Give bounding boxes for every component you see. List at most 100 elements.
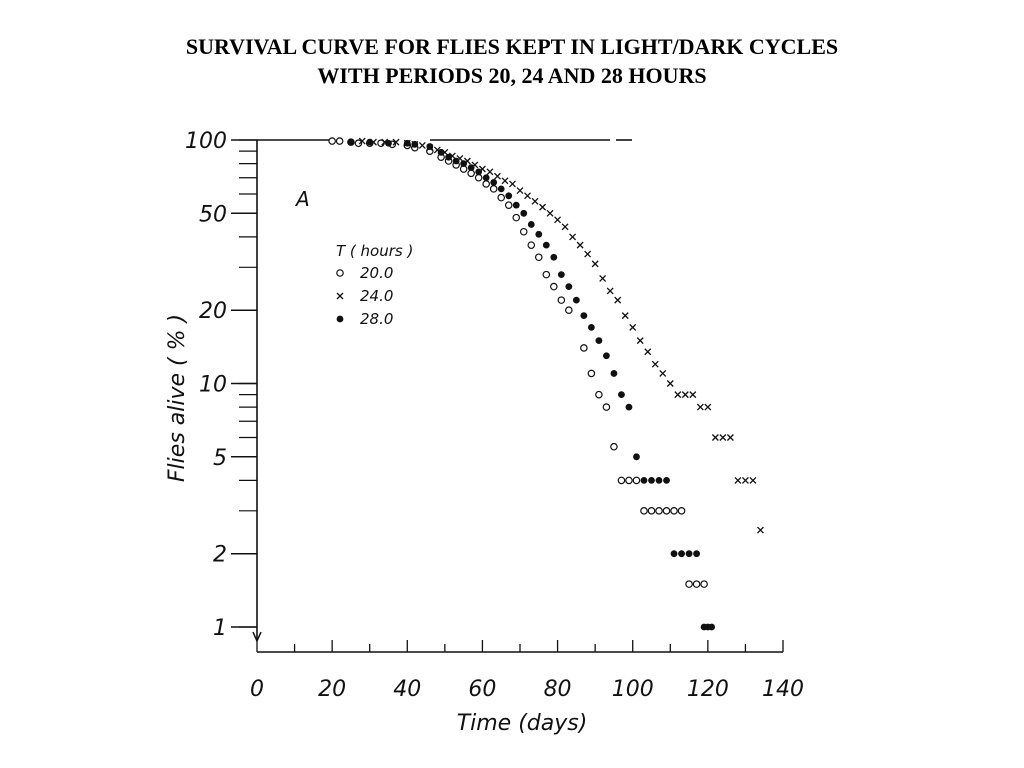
data-point	[493, 172, 501, 180]
data-point	[426, 143, 434, 150]
data-point	[467, 169, 475, 178]
data-point	[689, 391, 697, 399]
data-point	[569, 233, 577, 241]
data-point	[475, 168, 483, 176]
data-point	[670, 550, 678, 558]
data-point	[595, 390, 603, 399]
data-point	[527, 221, 535, 228]
data-point	[561, 223, 569, 231]
data-point	[512, 213, 521, 222]
data-point	[749, 476, 757, 484]
data-point	[603, 352, 610, 360]
data-point	[546, 209, 554, 217]
data-point	[505, 192, 513, 200]
data-point	[519, 227, 528, 236]
legend-marker	[336, 315, 344, 323]
legend-marker	[336, 292, 344, 300]
panel-label: A	[294, 187, 310, 211]
data-point	[595, 337, 603, 345]
data-point	[557, 271, 565, 279]
data-point	[670, 507, 678, 515]
legend-entry: 28.0	[360, 310, 393, 328]
data-point	[542, 241, 550, 249]
data-point	[700, 580, 708, 588]
data-point	[677, 507, 686, 515]
data-point	[392, 138, 400, 146]
data-points	[328, 137, 764, 631]
data-point	[490, 178, 498, 186]
data-point	[354, 139, 363, 148]
legend-marker	[336, 269, 344, 277]
series-24.0	[358, 137, 764, 534]
data-point	[550, 282, 558, 291]
x-tick-label: 100	[612, 677, 654, 702]
data-point	[534, 253, 543, 262]
data-point	[666, 380, 674, 387]
data-point	[403, 139, 411, 147]
data-point	[659, 369, 667, 377]
y-axis-title: Flies alive ( % )	[165, 314, 190, 482]
data-point	[576, 241, 584, 249]
data-point	[696, 403, 704, 411]
data-point	[674, 391, 682, 399]
data-point	[621, 312, 629, 320]
y-tick-label: 10	[199, 373, 227, 398]
data-point	[704, 403, 712, 411]
data-point	[726, 434, 734, 441]
data-point	[347, 138, 355, 146]
x-tick-label: 20	[318, 677, 346, 702]
data-point	[366, 138, 374, 146]
data-point	[618, 391, 625, 399]
data-point	[418, 141, 426, 149]
data-point	[587, 323, 595, 331]
data-point	[636, 337, 644, 345]
data-point	[640, 476, 648, 484]
data-point	[527, 241, 536, 249]
data-point	[516, 187, 524, 195]
data-point	[501, 177, 509, 185]
data-point	[512, 201, 520, 209]
data-point	[554, 216, 562, 224]
legend: T ( hours ) 20.0 24.0 28.0	[336, 242, 413, 328]
data-point	[535, 230, 543, 238]
x-axis-ticks: 0 20 40 60 80 100 120 140	[250, 640, 804, 702]
data-point	[591, 260, 599, 268]
y-tick-label: 5	[213, 446, 227, 471]
data-point	[497, 185, 505, 193]
data-point	[651, 360, 659, 368]
data-point	[504, 201, 513, 209]
data-point	[610, 370, 618, 377]
data-point	[734, 476, 742, 484]
data-point	[756, 526, 764, 534]
data-point	[662, 507, 671, 515]
data-point	[693, 550, 700, 558]
data-point	[385, 139, 392, 147]
data-point	[524, 192, 531, 200]
data-point	[467, 164, 475, 172]
y-tick-label: 20	[199, 299, 227, 324]
data-point	[452, 157, 460, 165]
data-point	[482, 174, 490, 182]
data-point	[460, 160, 468, 167]
data-point	[625, 403, 633, 411]
data-point	[663, 476, 670, 484]
data-point	[550, 253, 558, 261]
data-point	[328, 137, 336, 145]
y-tick-label: 2	[213, 543, 227, 568]
data-point	[437, 148, 445, 156]
x-tick-label: 80	[544, 677, 572, 702]
data-point	[489, 185, 498, 193]
data-point	[614, 296, 622, 304]
data-point	[580, 312, 588, 320]
legend-entry: 24.0	[360, 287, 393, 305]
data-point	[685, 580, 693, 588]
data-point	[632, 476, 641, 485]
chart-title: SURVIVAL CURVE FOR FLIES KEPT IN LIGHT/D…	[185, 34, 839, 59]
y-tick-label: 1	[213, 616, 227, 641]
legend-entry: 20.0	[360, 264, 393, 282]
data-point	[531, 197, 539, 205]
data-point	[711, 434, 719, 441]
data-point	[335, 137, 344, 145]
data-point	[557, 296, 566, 304]
